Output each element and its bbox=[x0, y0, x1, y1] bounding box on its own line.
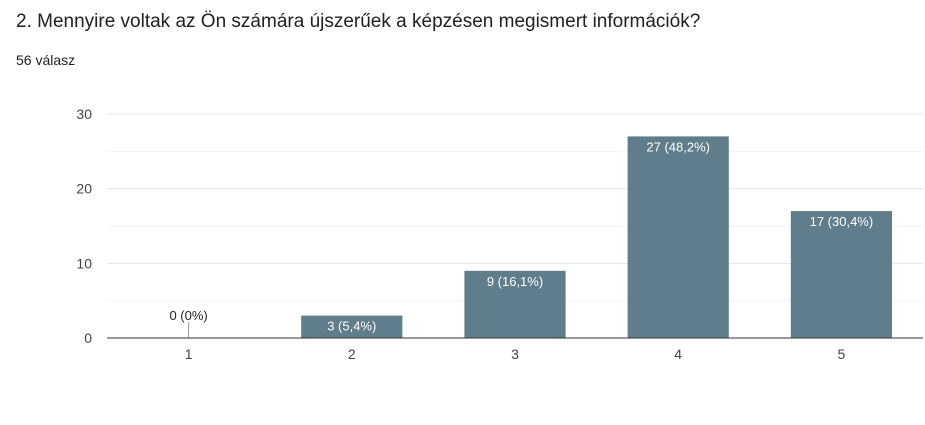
data-labels: 0 (0%) 3 (5,4%) 9 (16,1%) 27 (48,2%) 17 (30,… bbox=[169, 139, 873, 333]
bar[interactable] bbox=[301, 315, 403, 338]
data-label: 27 (48,2%) bbox=[646, 139, 710, 154]
data-label: 3 (5,4%) bbox=[327, 319, 376, 334]
data-label: 9 (16,1%) bbox=[487, 274, 543, 289]
response-count: 56 válasz bbox=[16, 52, 76, 68]
bar[interactable] bbox=[627, 136, 729, 338]
y-tick-label: 20 bbox=[76, 181, 92, 197]
y-axis-ticks: 0 10 20 30 bbox=[76, 106, 92, 346]
x-tick-label: 5 bbox=[838, 346, 846, 362]
x-tick-label: 1 bbox=[185, 346, 193, 362]
x-axis-ticks: 1 2 3 4 5 bbox=[185, 346, 846, 362]
data-label: 17 (30,4%) bbox=[810, 214, 874, 229]
x-tick-label: 3 bbox=[511, 346, 519, 362]
y-tick-label: 10 bbox=[76, 255, 92, 271]
question-title: 2. Mennyire voltak az Ön számára újszerű… bbox=[16, 11, 701, 32]
bar[interactable] bbox=[790, 211, 892, 338]
y-tick-label: 0 bbox=[84, 330, 92, 346]
y-tick-label: 30 bbox=[76, 106, 92, 122]
bars bbox=[188, 136, 892, 338]
data-label: 0 (0%) bbox=[169, 308, 207, 323]
x-tick-label: 2 bbox=[348, 346, 356, 362]
bar[interactable] bbox=[464, 270, 566, 338]
x-tick-label: 4 bbox=[674, 346, 682, 362]
